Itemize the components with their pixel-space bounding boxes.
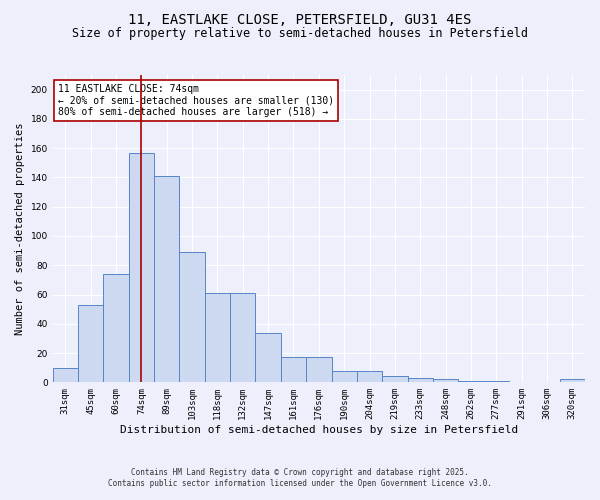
Bar: [560, 380, 585, 382]
Text: Size of property relative to semi-detached houses in Petersfield: Size of property relative to semi-detach…: [72, 28, 528, 40]
Bar: [103, 274, 129, 382]
Text: 11 EASTLAKE CLOSE: 74sqm
← 20% of semi-detached houses are smaller (130)
80% of : 11 EASTLAKE CLOSE: 74sqm ← 20% of semi-d…: [58, 84, 334, 117]
Bar: [230, 293, 256, 382]
Bar: [53, 368, 78, 382]
Bar: [332, 370, 357, 382]
Bar: [357, 370, 382, 382]
Bar: [205, 293, 230, 382]
Bar: [179, 252, 205, 382]
Text: 11, EASTLAKE CLOSE, PETERSFIELD, GU31 4ES: 11, EASTLAKE CLOSE, PETERSFIELD, GU31 4E…: [128, 12, 472, 26]
Bar: [281, 358, 306, 382]
Bar: [306, 358, 332, 382]
Bar: [407, 378, 433, 382]
Text: Contains HM Land Registry data © Crown copyright and database right 2025.
Contai: Contains HM Land Registry data © Crown c…: [108, 468, 492, 487]
Bar: [433, 380, 458, 382]
Bar: [256, 332, 281, 382]
X-axis label: Distribution of semi-detached houses by size in Petersfield: Distribution of semi-detached houses by …: [120, 425, 518, 435]
Bar: [382, 376, 407, 382]
Bar: [78, 305, 103, 382]
Y-axis label: Number of semi-detached properties: Number of semi-detached properties: [15, 122, 25, 335]
Bar: [458, 381, 484, 382]
Bar: [129, 152, 154, 382]
Bar: [154, 176, 179, 382]
Bar: [484, 381, 509, 382]
